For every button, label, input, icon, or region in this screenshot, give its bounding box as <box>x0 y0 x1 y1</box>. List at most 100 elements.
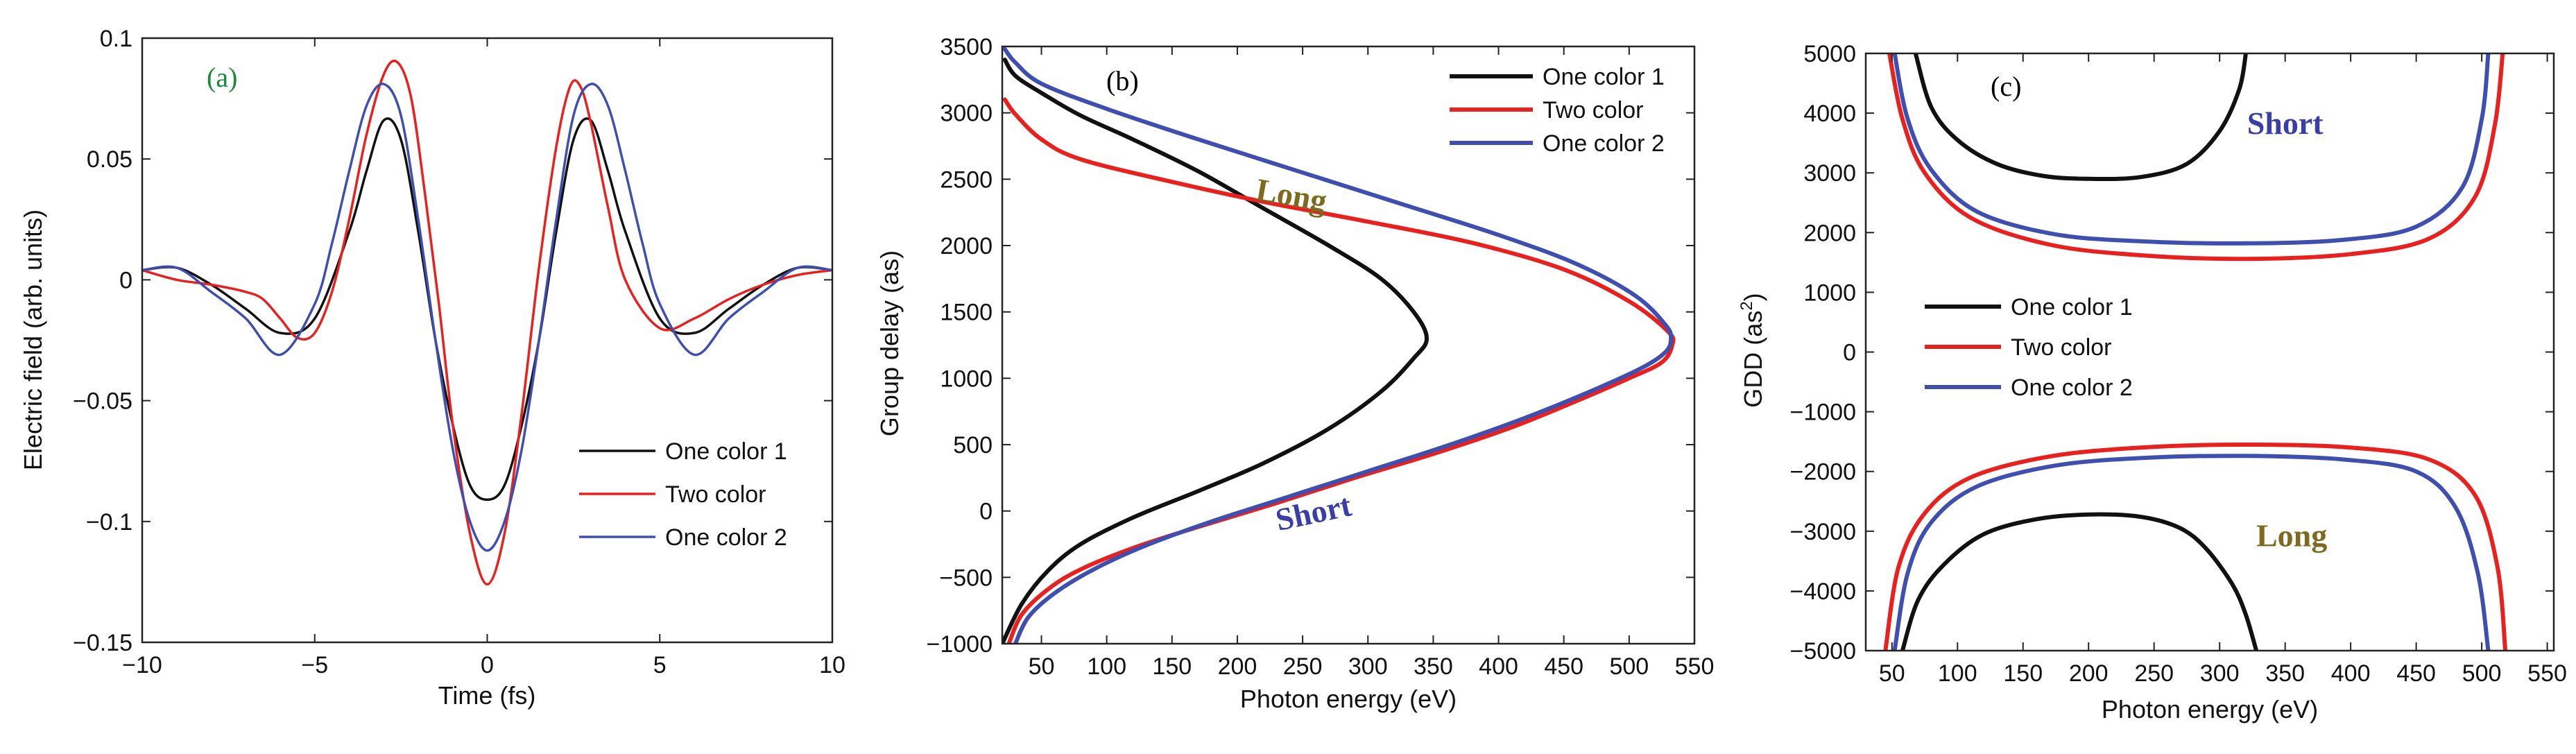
panel-c-xtick-label: 400 <box>2331 660 2371 687</box>
panel-a-marks <box>142 59 832 586</box>
panel-a-xtick-label: 10 <box>819 652 845 678</box>
panel-b-ylabel: Group delay (as) <box>875 250 904 436</box>
panel-c-annotation-short: Short <box>2247 105 2324 141</box>
panel-b-xtick-label: 50 <box>1029 653 1055 680</box>
panel-c-ylabel-main: GDD (as <box>1739 311 1767 408</box>
panel-c-xtick-label: 350 <box>2265 660 2305 687</box>
panel-b-xtick-label: 150 <box>1152 653 1192 680</box>
panel-c-xtick-label: 300 <box>2200 660 2240 687</box>
panel-b-series-one-color-1 <box>1002 58 1429 644</box>
panel-a-series-one-color-1 <box>142 117 832 502</box>
panel-b-ytick-label: 3500 <box>940 34 993 60</box>
panel-a-legend: One color 1 Two color One color 2 <box>579 438 787 551</box>
panel-a-series-one-color-2 <box>142 83 832 552</box>
panel-a-ytick-label: 0.1 <box>100 26 132 52</box>
panel-c-ytick-label: −1000 <box>1790 400 1857 426</box>
panel-b-xtick-label: 250 <box>1283 653 1323 680</box>
panel-c-series-one-color-2-branch-2 <box>1892 454 2491 651</box>
panel-c-xlabel: Photon energy (eV) <box>2102 695 2318 723</box>
panel-a-ylabel: Electric field (arb. units) <box>19 209 47 470</box>
panel-b-xtick-label: 400 <box>1479 653 1518 680</box>
panel-a-ytick-label: 0.05 <box>87 146 132 173</box>
panel-a-letter: (a) <box>207 62 237 93</box>
panel-c-annotation-long: Long <box>2256 517 2327 553</box>
panel-c-series-group <box>1883 53 2508 651</box>
panel-c-series-one-color-2-branch-1 <box>1892 53 2491 246</box>
panel-b-ytick-label: 2000 <box>940 233 993 259</box>
panel-c-series-one-color-1-branch-1 <box>1913 53 2248 182</box>
panel-b-xtick-label: 300 <box>1348 653 1388 680</box>
panel-c-ylabel: GDD (as2) <box>1737 293 1767 407</box>
panel-a-ticks: −10 −5 0 5 10 −0.15 −0.1 −0.05 0 0.05 0.1 <box>73 26 845 678</box>
panel-a-xtick-label: −5 <box>301 652 328 678</box>
panel-b-ytick-label: 1000 <box>940 366 993 392</box>
panel-c-ylabel-sup: 2 <box>1737 301 1756 310</box>
panel-a-series-group <box>142 59 832 586</box>
panel-b-ytick-label: 1500 <box>940 300 993 326</box>
panel-c-xtick-label: 450 <box>2396 660 2436 687</box>
panel-c-legend-label-two-color: Two color <box>2011 334 2112 361</box>
panel-a-xtick-label: 0 <box>481 652 494 678</box>
panel-b-legend: One color 1 Two color One color 2 <box>1450 64 1665 157</box>
panel-c-ticks: 50 100 150 200 250 300 350 400 450 500 550 −5000 −40… <box>1790 41 2567 687</box>
panel-b-legend-label-one-color-1: One color 1 <box>1543 64 1665 90</box>
panel-b-ytick-label: −500 <box>939 565 993 591</box>
panel-c-ytick-label: −2000 <box>1790 459 1857 486</box>
panel-c-ytick-label: 1000 <box>1803 280 1856 306</box>
panel-a-legend-label-two-color: Two color <box>665 481 766 508</box>
panel-c-ytick-label: 2000 <box>1803 220 1856 246</box>
panel-b-legend-label-two-color: Two color <box>1543 97 1644 123</box>
panel-c-ytick-label: 4000 <box>1803 101 1856 127</box>
panel-b-annotation-short: Short <box>1273 487 1355 538</box>
panel-b-letter: (b) <box>1106 65 1139 96</box>
panel-c-ytick-label: 5000 <box>1803 41 1856 67</box>
panel-c-xtick-label: 500 <box>2462 660 2502 687</box>
panel-c-legend-label-one-color-2: One color 2 <box>2011 375 2133 401</box>
panel-c-xtick-label: 200 <box>2069 660 2109 687</box>
panel-a-legend-label-one-color-2: One color 2 <box>665 524 787 551</box>
panel-c-series-two-color-branch-2 <box>1883 443 2508 651</box>
panel-b-frame <box>1001 45 1696 645</box>
panel-c-ytick-label: 0 <box>1843 340 1856 366</box>
panel-c-xtick-label: 50 <box>1879 660 1905 687</box>
panel-b-ytick-label: 500 <box>953 432 993 459</box>
panel-b-xtick-label: 200 <box>1218 653 1257 680</box>
panel-c-marks <box>1883 53 2508 651</box>
panel-a-ytick-label: −0.15 <box>73 630 132 656</box>
panel-c-ytick-label: 3000 <box>1803 160 1856 187</box>
panel-a: −10 −5 0 5 10 −0.15 −0.1 −0.05 0 0.05 0.1 (a) Time… <box>19 26 845 710</box>
panel-b-ytick-label: 3000 <box>940 101 993 127</box>
panel-a-ytick-label: −0.05 <box>73 388 132 415</box>
panel-b-series-group <box>1002 46 1676 644</box>
panel-c-series-one-color-1-branch-2 <box>1900 512 2259 651</box>
panel-b-xtick-label: 450 <box>1544 653 1583 680</box>
panel-a-xtick-label: −10 <box>122 652 162 678</box>
panel-a-ytick-label: 0 <box>119 267 132 293</box>
panel-b-xlabel: Photon energy (eV) <box>1240 685 1457 713</box>
panel-c: 50 100 150 200 250 300 350 400 450 500 550 −5000 −40… <box>1737 41 2567 723</box>
panel-c-ytick-label: −3000 <box>1790 519 1857 545</box>
panel-c-legend-label-one-color-1: One color 1 <box>2011 294 2133 320</box>
panel-a-xlabel: Time (fs) <box>438 681 536 710</box>
panel-b-ticks: 50 100 150 200 250 300 350 400 450 500 550 −1000 −50… <box>927 34 1715 680</box>
panel-b-xtick-label: 100 <box>1087 653 1126 680</box>
panel-a-series-two-color <box>142 59 832 586</box>
panel-a-ytick-label: −0.1 <box>86 509 132 535</box>
panel-c-series-two-color-branch-1 <box>1887 53 2505 262</box>
panel-b-xtick-label: 350 <box>1414 653 1453 680</box>
panel-c-letter: (c) <box>1991 71 2021 102</box>
panel-b-xtick-label: 550 <box>1675 653 1715 680</box>
panel-b-marks <box>1002 46 1676 644</box>
panel-c-ytick-label: −4000 <box>1790 579 1857 605</box>
panel-a-legend-label-one-color-1: One color 1 <box>665 438 787 465</box>
panel-c-ylabel-close: ) <box>1739 293 1767 301</box>
panel-b-ytick-label: 2500 <box>940 166 993 193</box>
panel-a-xtick-label: 5 <box>653 652 667 678</box>
panel-b-ytick-label: 0 <box>979 499 993 525</box>
panel-c-xtick-label: 550 <box>2527 660 2567 687</box>
panel-c-xtick-label: 100 <box>1938 660 1977 687</box>
panel-c-xtick-label: 150 <box>2003 660 2043 687</box>
panel-c-annotations: Short Long <box>2247 105 2328 553</box>
